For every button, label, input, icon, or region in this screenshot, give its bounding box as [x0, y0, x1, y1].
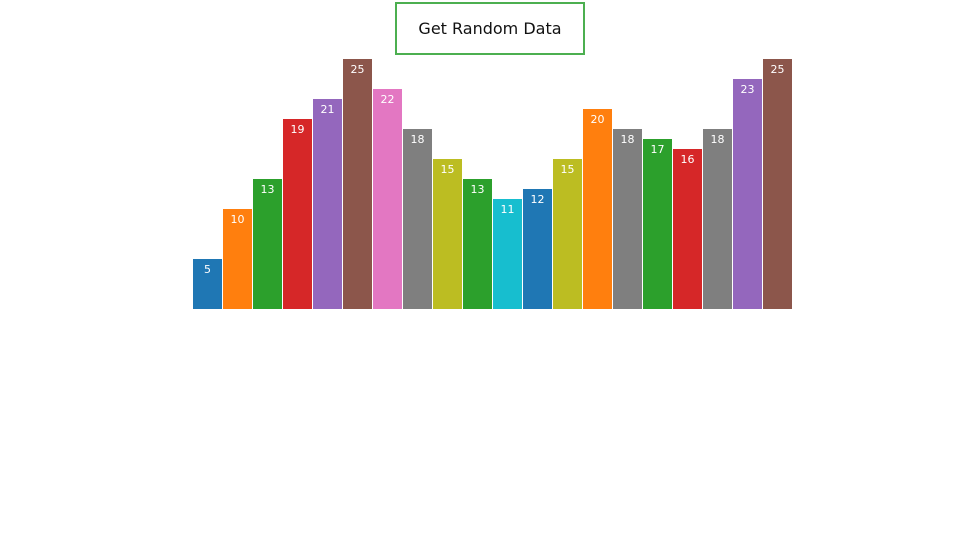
bar-value-label-3: 13 — [261, 183, 275, 196]
bar-value-label-11: 11 — [501, 203, 515, 216]
bar-6 — [343, 59, 372, 309]
bar-value-label-7: 22 — [381, 93, 395, 106]
bars-group — [193, 59, 792, 309]
bar-value-label-14: 20 — [591, 113, 605, 126]
bar-1 — [193, 259, 222, 309]
bar-value-label-19: 23 — [741, 83, 755, 96]
bar-value-label-9: 15 — [441, 163, 455, 176]
bar-value-label-1: 5 — [204, 263, 211, 276]
bar-4 — [283, 119, 312, 309]
bar-9 — [433, 159, 462, 309]
bar-value-label-8: 18 — [411, 133, 425, 146]
bar-12 — [523, 189, 552, 309]
bar-value-label-16: 17 — [651, 143, 665, 156]
bar-11 — [493, 199, 522, 309]
bar-13 — [553, 159, 582, 309]
bar-value-label-12: 12 — [531, 193, 545, 206]
bar-value-label-17: 16 — [681, 153, 695, 166]
bar-value-label-4: 19 — [291, 123, 305, 136]
bar-2 — [223, 209, 252, 309]
bar-value-label-6: 25 — [351, 63, 365, 76]
bar-10 — [463, 179, 492, 309]
bar-7 — [373, 89, 402, 309]
bar-20 — [763, 59, 792, 309]
bar-value-label-13: 15 — [561, 163, 575, 176]
bar-16 — [643, 139, 672, 309]
bar-value-label-18: 18 — [711, 133, 725, 146]
bar-value-label-10: 13 — [471, 183, 485, 196]
bar-5 — [313, 99, 342, 309]
labels-group: 5 10 13 19 21 25 22 18 15 13 11 12 15 20 18 17 16 18 23 25 — [204, 63, 785, 276]
bar-18 — [703, 129, 732, 309]
bar-value-label-5: 21 — [321, 103, 335, 116]
bar-value-label-2: 10 — [231, 213, 245, 226]
bar-3 — [253, 179, 282, 309]
bar-value-label-20: 25 — [771, 63, 785, 76]
bar-value-label-15: 18 — [621, 133, 635, 146]
get-random-data-button[interactable]: Get Random Data — [395, 2, 585, 55]
bar-19 — [733, 79, 762, 309]
bar-17 — [673, 149, 702, 309]
bar-14 — [583, 109, 612, 309]
bar-8 — [403, 129, 432, 309]
bar-15 — [613, 129, 642, 309]
